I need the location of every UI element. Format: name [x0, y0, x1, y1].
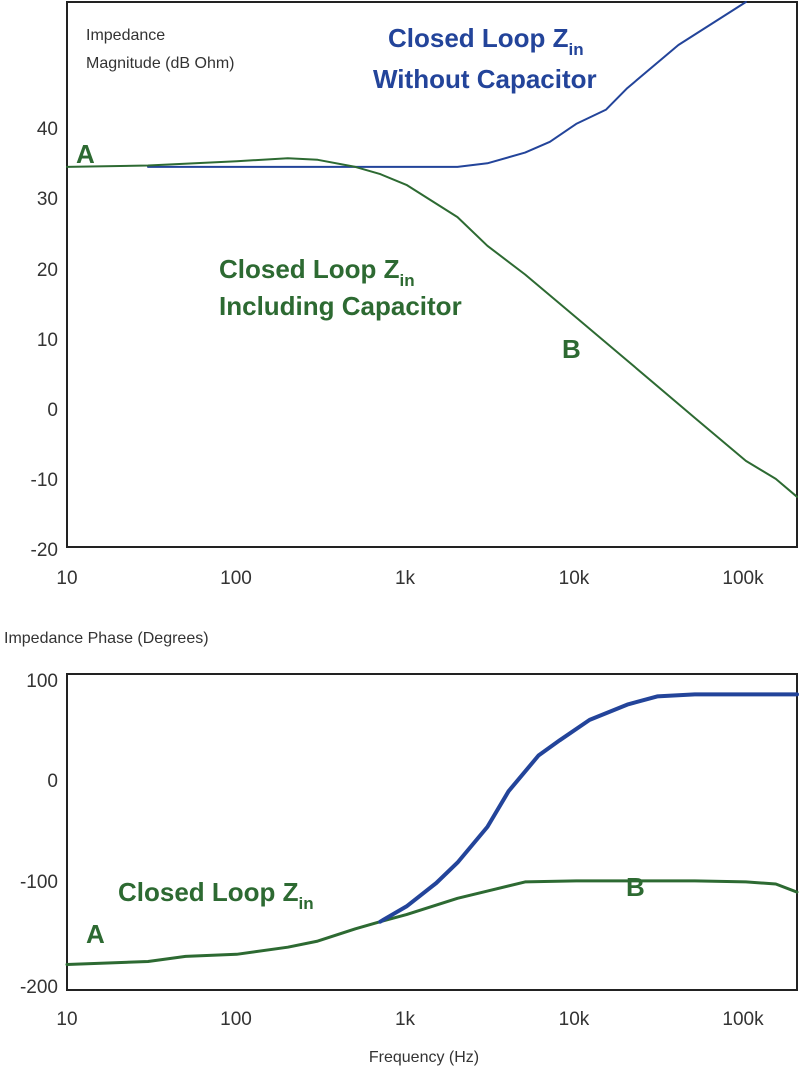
- y-tick-label: 40: [37, 119, 58, 140]
- phase-chart: Impedance Phase (Degrees) 100 0 -100 -20…: [4, 630, 799, 1066]
- x-tick-label: 100: [220, 1009, 252, 1030]
- y-tick-label: -10: [31, 470, 58, 491]
- annotation-closed-loop-phase: Closed Loop Zin: [118, 877, 314, 913]
- phase-xlabel: Frequency (Hz): [369, 1049, 479, 1066]
- phase-series-line-green: [65, 879, 799, 966]
- y-tick-label: 100: [26, 671, 58, 692]
- x-tick-label: 100k: [722, 568, 764, 589]
- y-tick-label: 10: [37, 330, 58, 351]
- y-tick-label: 20: [37, 260, 58, 281]
- annotation-closed-loop-without: Closed Loop Zin: [388, 23, 584, 59]
- phase-ylabel: Impedance Phase (Degrees): [4, 630, 209, 647]
- x-tick-label: 1k: [395, 568, 416, 589]
- y-tick-label: -100: [20, 872, 58, 893]
- y-tick-label: 0: [47, 771, 58, 792]
- x-tick-label: 10: [56, 568, 77, 589]
- annotation-including-capacitor: Including Capacitor: [219, 291, 462, 321]
- phase-plot-frame: [66, 673, 798, 991]
- annotation-without-capacitor: Without Capacitor: [373, 64, 597, 94]
- magnitude-ylabel-line1: Impedance: [86, 27, 165, 44]
- magnitude-plot-frame: [66, 1, 798, 548]
- x-tick-label: 10k: [559, 1009, 590, 1030]
- phase-series: [65, 692, 799, 966]
- phase-x-ticks: 10 100 1k 10k 100k: [56, 1009, 764, 1030]
- magnitude-x-ticks: 10 100 1k 10k 100k: [56, 568, 764, 589]
- annotation-point-b-bottom: B: [626, 872, 645, 902]
- x-tick-label: 10k: [559, 568, 590, 589]
- phase-y-ticks: 100 0 -100 -200: [20, 671, 58, 998]
- y-tick-label: -200: [20, 977, 58, 998]
- annotation-point-a-top: A: [76, 139, 95, 169]
- x-tick-label: 10: [56, 1009, 77, 1030]
- magnitude-series-line-blue: [147, 1, 747, 168]
- magnitude-ylabel-line2: Magnitude (dB Ohm): [86, 55, 235, 72]
- y-tick-label: -20: [31, 540, 58, 561]
- phase-series-line-blue: [378, 692, 799, 924]
- x-tick-label: 100k: [722, 1009, 764, 1030]
- annotation-point-a-bottom: A: [86, 919, 105, 949]
- annotation-closed-loop-including: Closed Loop Zin: [219, 254, 415, 290]
- y-tick-label: 30: [37, 189, 58, 210]
- annotation-point-b-top: B: [562, 334, 581, 364]
- magnitude-series: [66, 1, 798, 498]
- x-tick-label: 100: [220, 568, 252, 589]
- y-tick-label: 0: [47, 400, 58, 421]
- magnitude-y-ticks: 40 30 20 10 0 -10 -20: [31, 119, 58, 561]
- x-tick-label: 1k: [395, 1009, 416, 1030]
- magnitude-chart: Impedance Magnitude (dB Ohm) 40 30 20 10…: [31, 1, 798, 589]
- magnitude-series-line-green: [66, 157, 798, 498]
